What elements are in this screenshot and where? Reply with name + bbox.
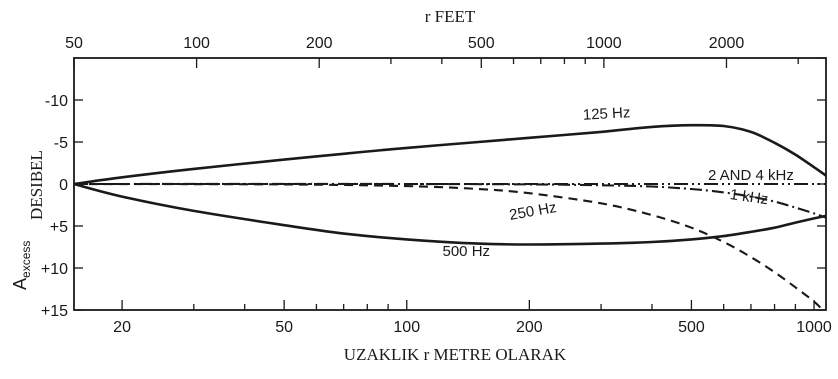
series-line-250-hz xyxy=(73,182,824,311)
y-tick-label: -10 xyxy=(45,93,68,110)
x-tick-label: 100 xyxy=(393,319,420,336)
series-line-1-khz xyxy=(73,182,827,219)
axis-ticks: -10 -5 0 +5 +10 +15 20 50 100 200 500 1000 50 100 200 5… xyxy=(41,35,832,336)
curve-label: 125 Hz xyxy=(582,104,630,123)
y-tick-label: +5 xyxy=(50,219,68,236)
x-tick-label: 50 xyxy=(275,319,293,336)
x-top-tick-label: 1000 xyxy=(586,35,622,52)
y-axis-title-main-letter: A xyxy=(10,278,30,290)
y-tick-label: 0 xyxy=(59,177,68,194)
series-line-125-hz xyxy=(73,123,827,186)
curve-label: 2 AND 4 kHz xyxy=(708,167,794,184)
x-tick-label: 1000 xyxy=(796,319,832,336)
y-axis-title-unit: DESIBEL xyxy=(27,150,46,220)
curves xyxy=(73,123,827,311)
x-tick-label: 200 xyxy=(516,319,543,336)
curve-label: 1 kHz xyxy=(729,186,769,208)
x-tick-label: 20 xyxy=(113,319,131,336)
y-tick-label: +10 xyxy=(41,261,68,278)
top-axis-title: r FEET xyxy=(425,7,476,26)
labels: r FEET UZAKLIK r METRE OLARAK Aexcess DE… xyxy=(10,7,794,364)
y-tick-label: +15 xyxy=(41,303,68,320)
y-axis-title-sub: excess xyxy=(19,241,33,278)
curve-label: 500 Hz xyxy=(443,243,491,260)
series-line-500-hz xyxy=(73,182,827,246)
x-top-tick-label: 50 xyxy=(65,35,83,52)
bottom-axis-title: UZAKLIK r METRE OLARAK xyxy=(344,345,567,364)
x-top-tick-label: 100 xyxy=(183,35,210,52)
y-tick-label: -5 xyxy=(54,135,68,152)
y-axis-title-main: Aexcess xyxy=(10,241,33,290)
curve-label: 250 Hz xyxy=(508,199,558,224)
x-top-tick-label: 500 xyxy=(468,35,495,52)
x-tick-label: 500 xyxy=(678,319,705,336)
x-top-tick-label: 2000 xyxy=(709,35,745,52)
x-top-tick-label: 200 xyxy=(306,35,333,52)
